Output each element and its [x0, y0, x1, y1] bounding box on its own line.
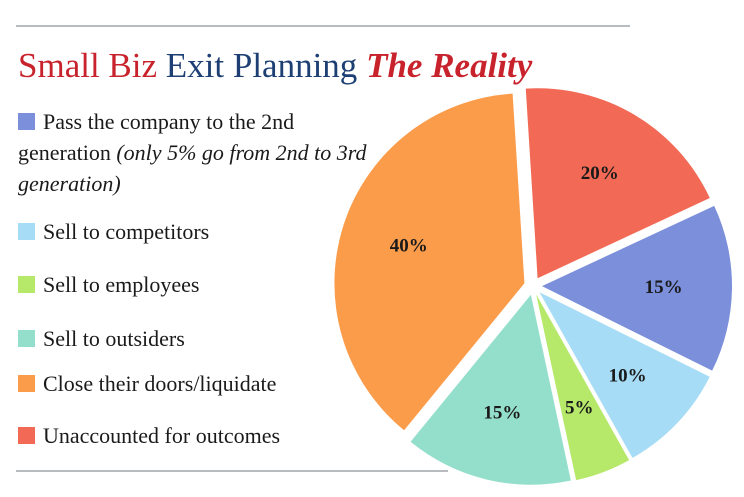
legend-swatch-2nd-generation — [18, 113, 35, 130]
slice-label-employees: 5% — [565, 398, 594, 419]
pie-slice-2nd-generation — [541, 205, 732, 371]
pie-slice-unaccounted — [525, 88, 710, 279]
legend-swatch-unaccounted — [18, 427, 35, 444]
legend-item-outsiders: Sell to outsiders — [18, 323, 368, 354]
legend-label-liquidate: Close their doors/liquidate — [43, 371, 277, 396]
legend-item-2nd-generation: Pass the company to the 2nd generation (… — [18, 106, 368, 199]
pie-slice-employees — [536, 294, 630, 481]
slice-label-unaccounted: 20% — [581, 163, 619, 184]
legend-item-unaccounted: Unaccounted for outcomes — [18, 420, 368, 451]
legend-swatch-employees — [18, 276, 35, 293]
legend-item-competitors: Sell to competitors — [18, 216, 368, 247]
legend-label-unaccounted: Unaccounted for outcomes — [43, 423, 281, 448]
legend-label-outsiders: Sell to outsiders — [43, 326, 185, 351]
pie-slice-competitors — [539, 292, 710, 458]
slice-label-liquidate: 40% — [390, 235, 428, 256]
chart-title: Small Biz Exit Planning The Reality — [18, 44, 532, 88]
legend-swatch-outsiders — [18, 330, 35, 347]
legend-note-2nd-generation: (only 5% go from 2nd to 3rd generation) — [18, 140, 367, 196]
legend-item-employees: Sell to employees — [18, 269, 368, 300]
title-part-the-reality: The Reality — [366, 46, 533, 85]
slice-label-outsiders: 15% — [483, 402, 521, 423]
slice-label-2nd-generation: 15% — [645, 277, 683, 298]
slice-label-competitors: 10% — [609, 366, 647, 387]
bottom-divider — [16, 470, 448, 472]
legend-label-competitors: Sell to competitors — [43, 219, 210, 244]
title-part-exit-planning: Exit Planning — [165, 46, 358, 85]
legend-swatch-liquidate — [18, 375, 35, 392]
legend-label-2nd-generation: Pass the company to the 2nd generation — [18, 109, 295, 165]
title-part-small-biz: Small Biz — [18, 46, 158, 85]
pie-slice-outsiders — [410, 294, 571, 485]
pie-slice-liquidate — [334, 93, 525, 431]
top-divider — [16, 25, 630, 27]
legend-item-liquidate: Close their doors/liquidate — [18, 368, 368, 399]
legend-label-employees: Sell to employees — [43, 272, 200, 297]
legend-swatch-competitors — [18, 223, 35, 240]
